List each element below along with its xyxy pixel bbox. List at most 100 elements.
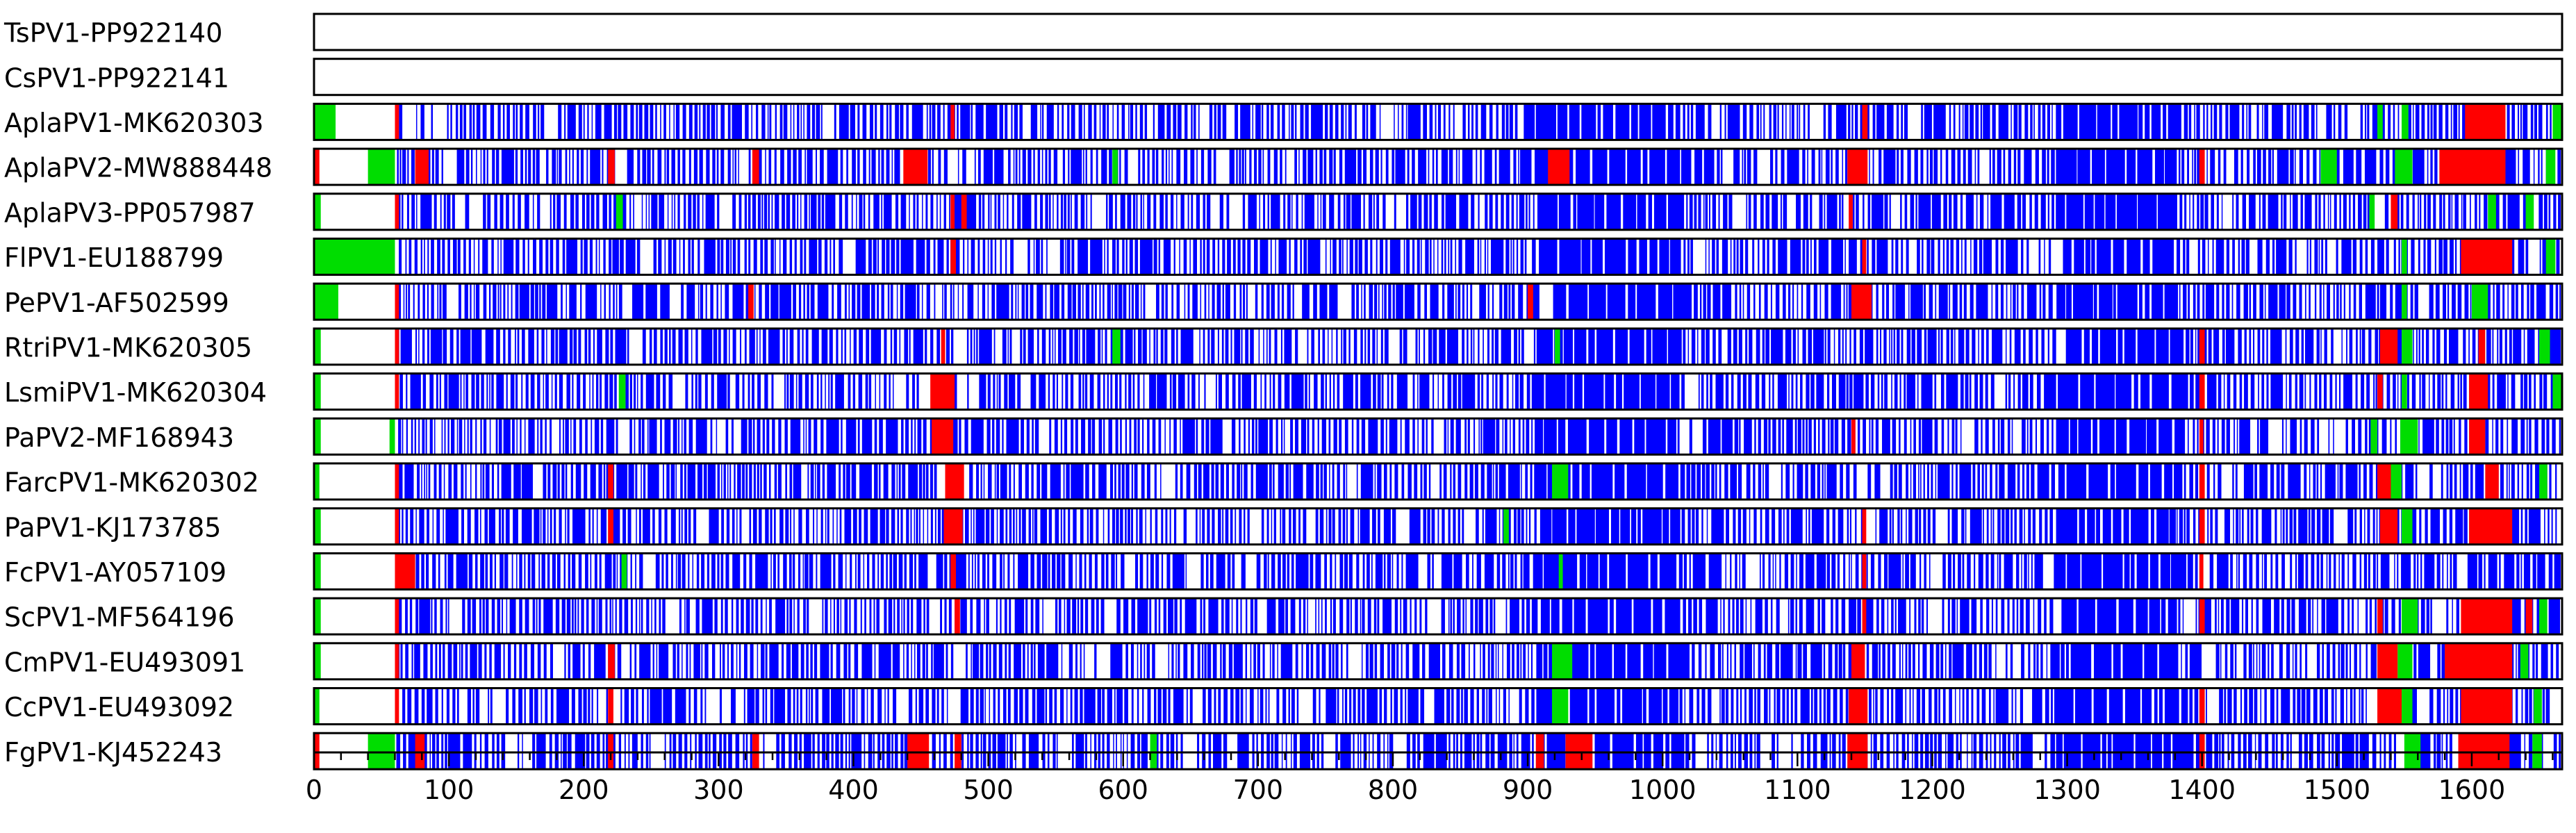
conserved-segment (1065, 238, 1066, 275)
conserved-segment (2067, 553, 2081, 590)
conserved-segment (1923, 508, 1926, 545)
conserved-segment (1335, 104, 1339, 140)
conserved-segment (2488, 553, 2497, 590)
conserved-segment (992, 553, 997, 590)
conserved-segment (1712, 193, 1717, 230)
conserved-segment (2115, 463, 2136, 500)
conserved-segment (787, 688, 791, 725)
green-block (2401, 238, 2407, 275)
conserved-segment (1640, 373, 1656, 410)
conserved-segment (1983, 643, 1988, 679)
conserved-segment (1444, 238, 1446, 275)
conserved-segment (657, 149, 662, 185)
conserved-segment (941, 688, 944, 725)
conserved-segment (1042, 553, 1048, 590)
conserved-segment (1584, 373, 1604, 410)
conserved-segment (790, 104, 792, 140)
conserved-segment (716, 283, 718, 320)
conserved-segment (2026, 283, 2037, 320)
conserved-segment (731, 418, 734, 455)
conserved-segment (520, 149, 524, 185)
conserved-segment (1282, 688, 1287, 725)
conserved-segment (1146, 463, 1150, 500)
conserved-segment (654, 328, 657, 365)
conserved-segment (1670, 508, 1681, 545)
conserved-segment (2413, 104, 2414, 140)
conserved-segment (1701, 508, 1703, 545)
conserved-segment (706, 149, 710, 185)
conserved-segment (805, 688, 808, 725)
conserved-segment (588, 508, 591, 545)
conserved-segment (2066, 463, 2087, 500)
conserved-segment (910, 508, 912, 545)
conserved-segment (1058, 598, 1062, 635)
conserved-segment (982, 283, 986, 320)
conserved-segment (1730, 238, 1732, 275)
conserved-segment (593, 328, 595, 365)
conserved-segment (806, 643, 809, 679)
conserved-segment (2413, 553, 2416, 590)
conserved-segment (1462, 508, 1464, 545)
conserved-segment (760, 598, 763, 635)
conserved-segment (1349, 688, 1352, 725)
conserved-segment (897, 598, 900, 635)
conserved-segment (1819, 688, 1822, 725)
conserved-segment (1844, 238, 1846, 275)
conserved-segment (707, 553, 710, 590)
conserved-segment (727, 643, 729, 679)
conserved-segment (1446, 688, 1451, 725)
conserved-segment (1310, 553, 1314, 590)
conserved-segment (2319, 373, 2322, 410)
conserved-segment (452, 193, 455, 230)
conserved-segment (1532, 238, 1536, 275)
conserved-segment (1206, 238, 1210, 275)
conserved-segment (1353, 328, 1357, 365)
conserved-segment (1196, 193, 1200, 230)
conserved-segment (581, 598, 584, 635)
conserved-segment (1255, 283, 1258, 320)
conserved-segment (1689, 418, 1692, 455)
conserved-segment (550, 328, 555, 365)
conserved-segment (1131, 508, 1133, 545)
conserved-segment (861, 418, 873, 455)
conserved-segment (573, 418, 577, 455)
conserved-segment (2113, 238, 2124, 275)
conserved-segment (2281, 598, 2284, 635)
conserved-segment (1834, 418, 1839, 455)
conserved-segment (1910, 418, 1912, 455)
conserved-segment (1521, 328, 1524, 365)
conserved-segment (1412, 418, 1415, 455)
conserved-segment (1315, 508, 1319, 545)
conserved-segment (2085, 238, 2091, 275)
conserved-segment (2247, 149, 2250, 185)
conserved-segment (1979, 238, 1983, 275)
conserved-segment (2020, 598, 2024, 635)
conserved-segment (1405, 193, 1409, 230)
conserved-segment (1285, 598, 1288, 635)
conserved-segment (1715, 463, 1717, 500)
conserved-segment (415, 598, 419, 635)
conserved-segment (1210, 418, 1223, 455)
conserved-segment (1772, 193, 1778, 230)
conserved-segment (2225, 104, 2229, 140)
conserved-segment (880, 104, 884, 140)
conserved-segment (1041, 463, 1048, 500)
conserved-segment (2454, 463, 2457, 500)
conserved-segment (1385, 418, 1387, 455)
conserved-segment (930, 193, 934, 230)
conserved-segment (582, 643, 585, 679)
conserved-segment (769, 104, 772, 140)
conserved-segment (1243, 283, 1246, 320)
conserved-segment (1626, 463, 1646, 500)
conserved-segment (1838, 508, 1844, 545)
conserved-segment (790, 508, 792, 545)
conserved-segment (422, 283, 425, 320)
conserved-segment (2271, 643, 2274, 679)
conserved-segment (546, 149, 549, 185)
conserved-segment (783, 238, 787, 275)
conserved-segment (1539, 238, 1558, 275)
conserved-segment (529, 688, 534, 725)
conserved-segment (1204, 373, 1206, 410)
conserved-segment (1842, 643, 1846, 679)
conserved-segment (2233, 373, 2237, 410)
